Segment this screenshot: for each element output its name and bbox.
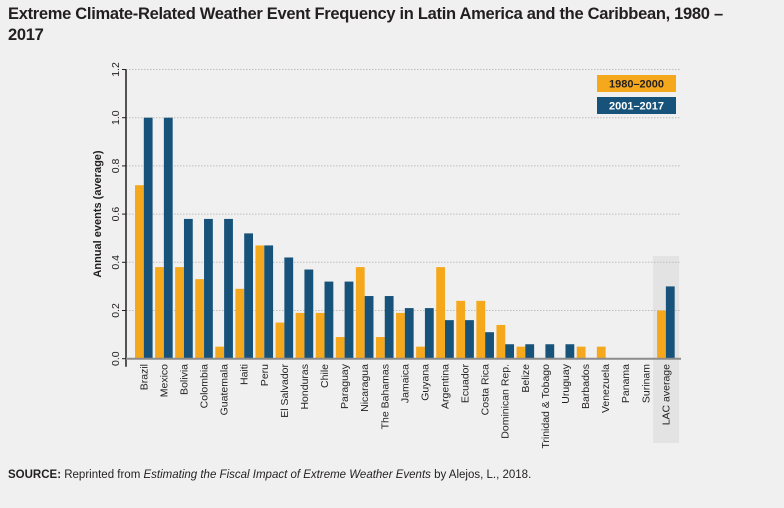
bar-costa-rica-1980-2000	[476, 300, 486, 359]
x-category-label: Belize	[520, 364, 532, 393]
x-category-label: Trinidad & Tobago	[540, 364, 552, 449]
bar-lac-average-2001-2017	[665, 286, 675, 359]
x-category-label: Argentina	[440, 364, 452, 409]
x-category-label: Colombia	[199, 364, 211, 409]
bar-guatemala-2001-2017	[224, 218, 233, 359]
x-category-label: Mexico	[158, 364, 170, 397]
legend-label-1980-2000: 1980–2000	[609, 79, 664, 91]
gridlines	[122, 69, 681, 360]
source-work-title: Estimating the Fiscal Impact of Extreme …	[143, 469, 431, 481]
bar-peru-2001-2017	[264, 245, 274, 359]
x-category-label: Guatemala	[219, 364, 231, 416]
bar-the-bahamas-2001-2017	[384, 296, 394, 359]
x-category-label: Surinam	[640, 364, 652, 403]
bar-paraguay-2001-2017	[344, 281, 354, 359]
bar-chile-2001-2017	[324, 281, 334, 359]
bar-ecuador-1980-2000	[456, 300, 466, 359]
x-category-label: Haiti	[239, 364, 251, 385]
x-category-label: Barbados	[580, 364, 592, 409]
chart-title: Extreme Climate-Related Weather Event Fr…	[8, 5, 723, 44]
bar-haiti-2001-2017	[244, 233, 253, 359]
x-category-label: Jamaica	[399, 364, 411, 403]
y-tick-label: 0.8	[110, 158, 122, 173]
axes	[125, 69, 681, 367]
bar-ecuador-2001-2017	[465, 320, 474, 359]
x-category-label: Peru	[259, 364, 271, 386]
y-tick-label: 1.0	[110, 110, 122, 125]
y-tick-label: 1.2	[110, 62, 122, 77]
x-category-label: Guyana	[419, 364, 431, 401]
bar-el-salvador-2001-2017	[284, 257, 294, 359]
bar-brazil-2001-2017	[143, 117, 153, 359]
bar-el-salvador-1980-2000	[275, 322, 285, 359]
bar-venezuela-1980-2000	[596, 346, 606, 359]
bar-mexico-2001-2017	[163, 117, 173, 359]
x-category-label: Costa Rica	[480, 364, 492, 416]
source-suffix: by Alejos, L., 2018.	[430, 469, 532, 481]
x-category-label: El Salvador	[279, 364, 291, 418]
source-prefix: Reprinted from	[61, 469, 144, 481]
bar-guyana-1980-2000	[416, 346, 425, 359]
x-category-label: Dominican Rep.	[500, 364, 512, 439]
bar-dominican-rep--2001-2017	[505, 344, 515, 359]
x-category-label: LAC average	[660, 364, 672, 425]
source-label: SOURCE:	[8, 469, 62, 481]
x-category-label: Panama	[620, 364, 632, 403]
x-category-label: Chile	[319, 364, 331, 388]
y-tick-labels: 0.0 0.2 0.4 0.6 0.8 1.0 1.2	[110, 62, 122, 366]
bar-mexico-1980-2000	[155, 267, 164, 359]
x-category-labels: Brazil Mexico Bolivia Colombia Guatemala Hait…	[138, 363, 672, 448]
bar-nicaragua-2001-2017	[364, 296, 374, 359]
bar-colombia-1980-2000	[195, 279, 205, 359]
bar-chile-1980-2000	[315, 312, 325, 359]
bar-peru-1980-2000	[255, 245, 265, 359]
y-tick-label: 0.0	[110, 351, 122, 366]
bar-bolivia-1980-2000	[175, 267, 184, 359]
bar-jamaica-1980-2000	[396, 312, 405, 359]
bar-the-bahamas-1980-2000	[375, 337, 385, 359]
bar-trinidad-tobago-2001-2017	[545, 344, 555, 359]
x-category-label: Nicaragua	[359, 364, 371, 412]
bar-lac-average-1980-2000	[657, 310, 666, 359]
bar-belize-2001-2017	[525, 344, 535, 359]
bar-belize-1980-2000	[516, 346, 526, 359]
legend: 1980–2000 2001–2017	[597, 75, 676, 114]
legend-label-2001-2017: 2001–2017	[609, 101, 664, 113]
bar-honduras-2001-2017	[304, 269, 314, 359]
bar-argentina-2001-2017	[445, 320, 454, 359]
bar-dominican-rep--1980-2000	[496, 324, 506, 359]
bar-bolivia-2001-2017	[183, 218, 193, 359]
x-category-label: Honduras	[299, 364, 311, 410]
x-category-label: Paraguay	[339, 363, 351, 409]
x-category-label: Ecuador	[460, 363, 472, 403]
x-category-label: Uruguay	[560, 363, 572, 403]
bar-argentina-1980-2000	[436, 267, 445, 359]
bar-guatemala-1980-2000	[215, 346, 225, 359]
x-category-label: Venezuela	[600, 364, 612, 413]
bar-uruguay-2001-2017	[565, 344, 575, 359]
y-tick-label: 0.6	[110, 207, 122, 222]
bar-jamaica-2001-2017	[404, 308, 414, 359]
bar-paraguay-1980-2000	[335, 337, 345, 359]
bar-haiti-1980-2000	[235, 288, 245, 359]
legend-swatch-2001-2017	[597, 97, 676, 114]
bar-guyana-2001-2017	[424, 308, 434, 359]
legend-swatch-1980-2000	[597, 75, 676, 92]
bars	[135, 117, 675, 359]
y-tick-label: 0.4	[110, 255, 122, 270]
x-category-label: Brazil	[138, 364, 150, 390]
bar-barbados-1980-2000	[576, 346, 586, 359]
bar-colombia-2001-2017	[204, 218, 213, 359]
bar-honduras-1980-2000	[295, 312, 305, 359]
x-category-label: The Bahamas	[379, 364, 391, 429]
x-category-label: Bolivia	[178, 364, 190, 395]
y-tick-label: 0.2	[110, 303, 122, 318]
y-axis-label: Annual events (average)	[92, 150, 104, 277]
bar-costa-rica-2001-2017	[485, 332, 494, 359]
bar-brazil-1980-2000	[135, 185, 144, 359]
bar-nicaragua-1980-2000	[355, 267, 365, 359]
source-note: SOURCE: Reprinted from Estimating the Fi…	[8, 469, 531, 481]
